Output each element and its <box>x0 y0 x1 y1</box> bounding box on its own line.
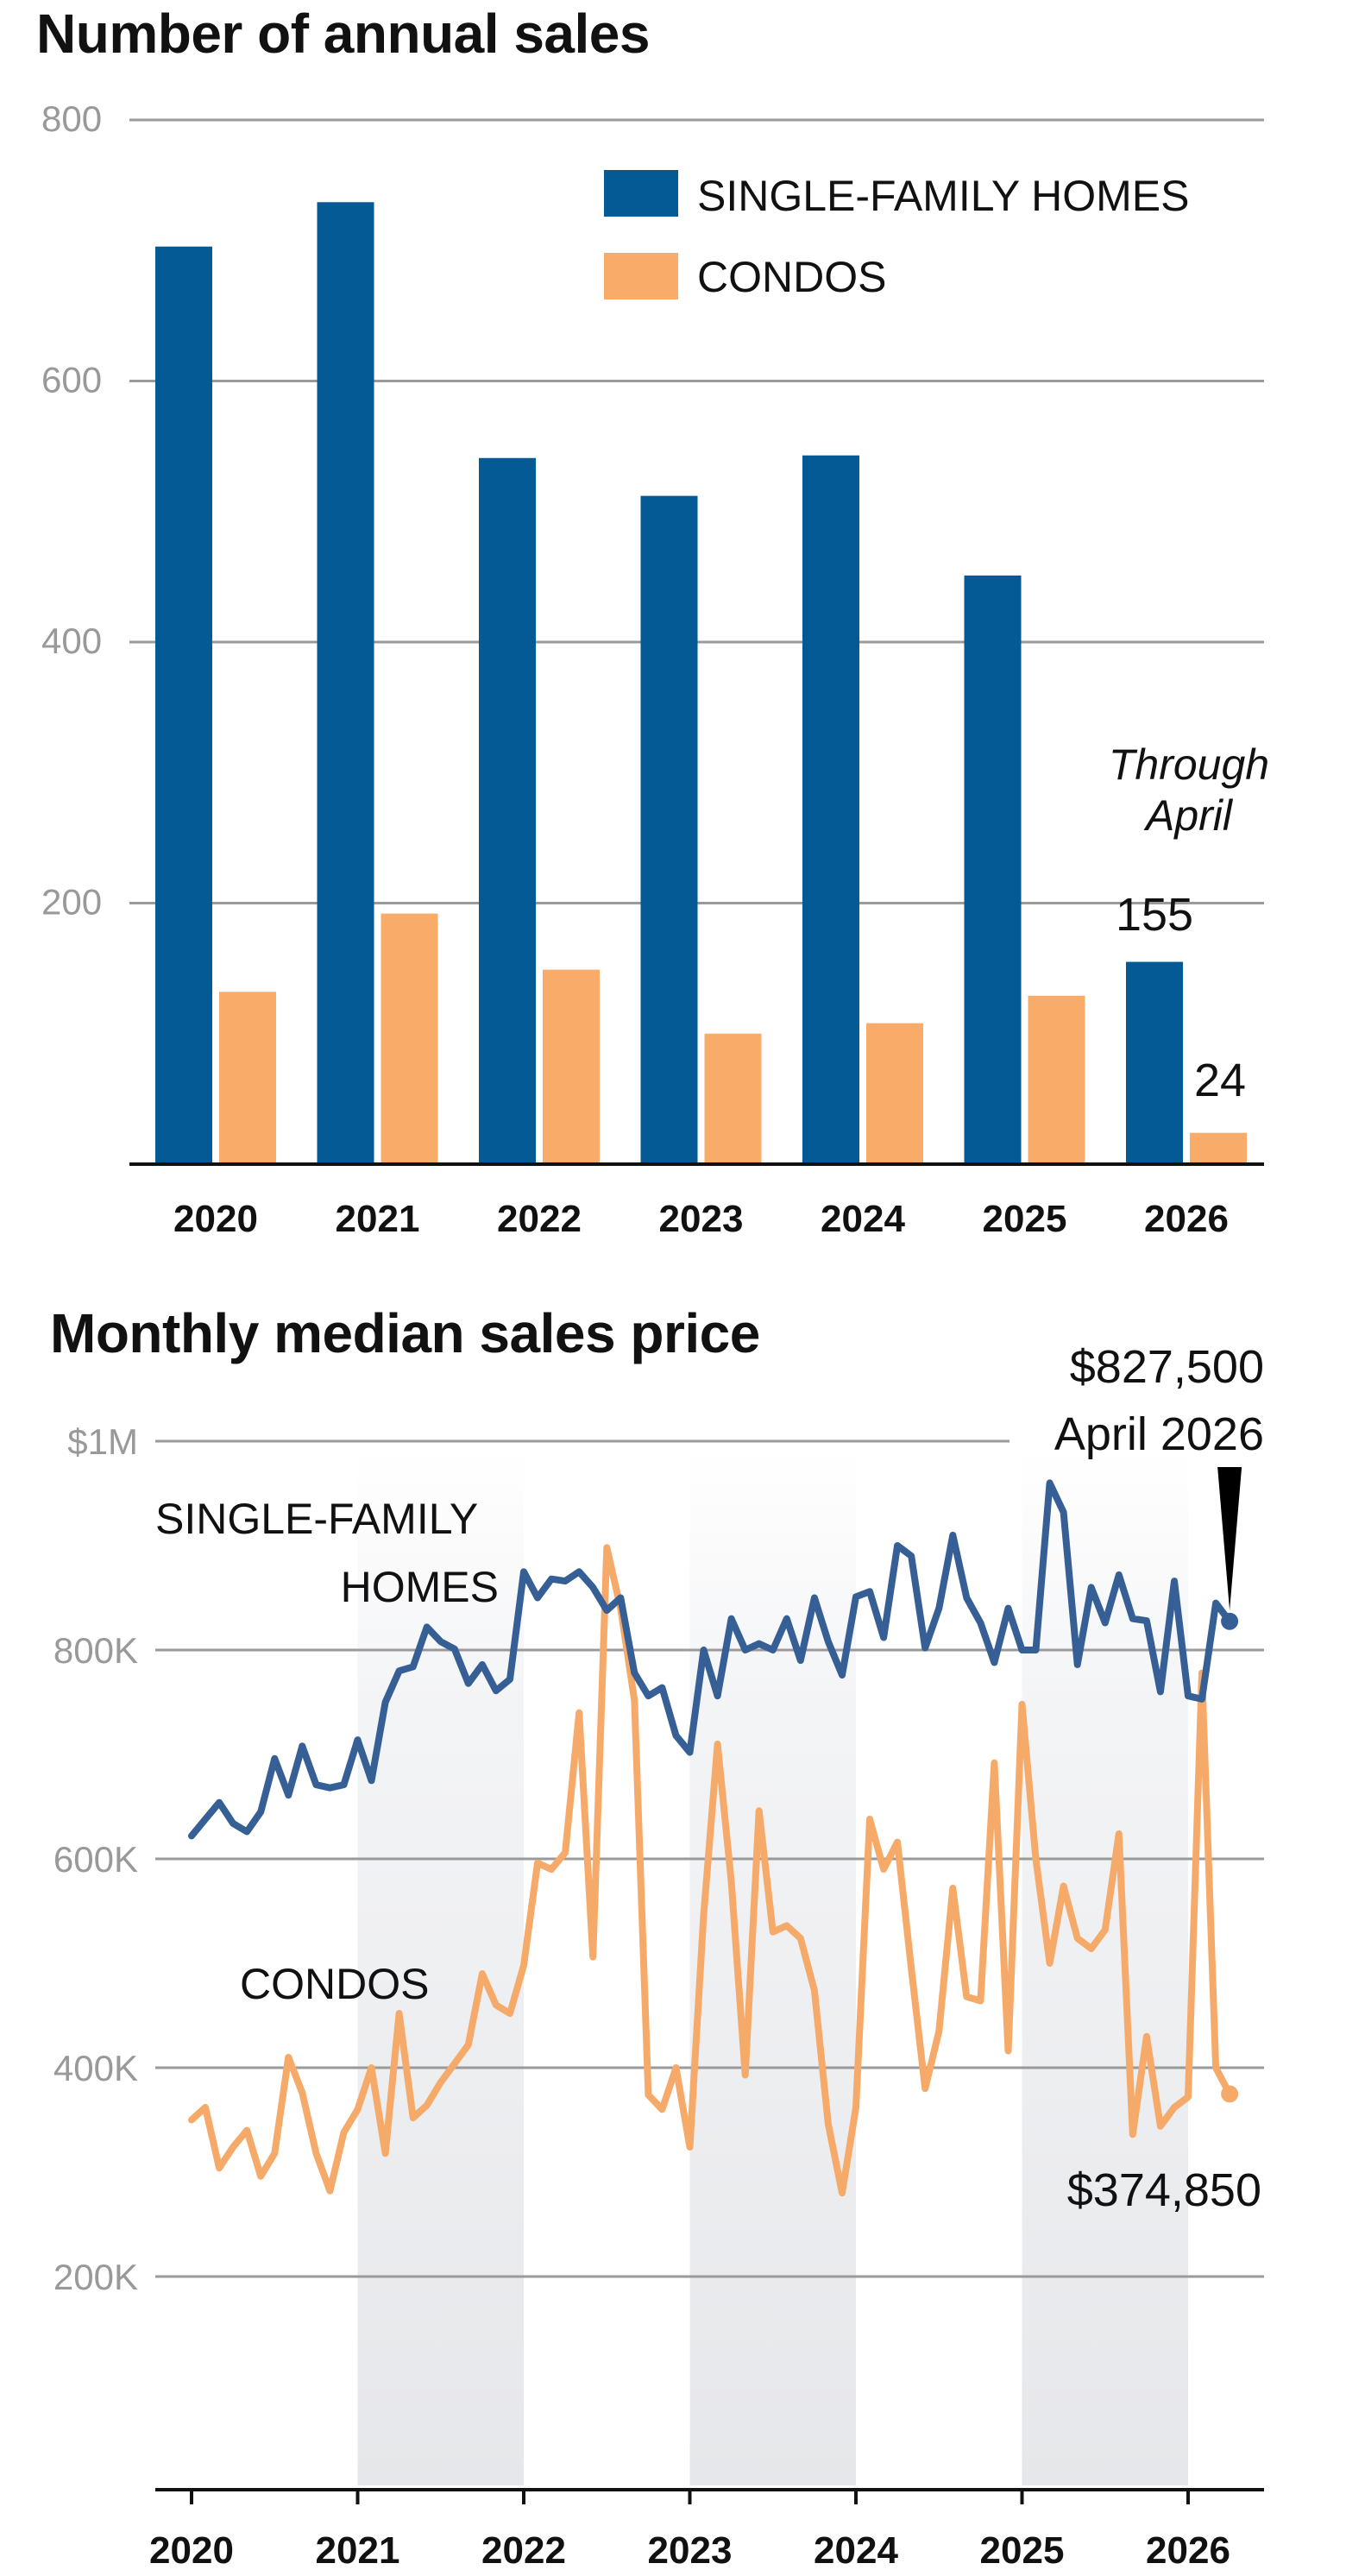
x-tick-label-2025: 2025 <box>980 2529 1065 2572</box>
x-tick-label-2024: 2024 <box>821 1198 905 1240</box>
y-tick-label-800k: 800K <box>53 1630 138 1671</box>
x-tick-label-2026: 2026 <box>1146 2529 1230 2572</box>
data-label-single-family-2026: 155 <box>1116 889 1193 941</box>
annual-chart-title: Number of annual sales <box>36 3 650 65</box>
y-tick-label-400: 400 <box>41 620 102 661</box>
series-line-condos <box>188 1544 1234 2197</box>
bar-condos-2026 <box>1190 1132 1247 1164</box>
shade-band-2023 <box>689 1450 856 2485</box>
endpoint-condos <box>1221 2085 1239 2103</box>
bar-condos-2024 <box>866 1023 923 1164</box>
data-label-condos-2026: 24 <box>1194 1055 1246 1106</box>
bar-condos-2020 <box>219 992 276 1164</box>
series-label-condos: CONDOS <box>240 1960 429 2008</box>
y-tick-label-1m: $1M <box>67 1421 138 1462</box>
bar-single-family-2020 <box>155 246 212 1164</box>
endpoint-single-family <box>1221 1612 1239 1630</box>
bar-single-family-2021 <box>317 202 374 1165</box>
bar-single-family-2025 <box>964 575 1022 1164</box>
shade-band-2025 <box>1022 1450 1188 2485</box>
series-label-single-family-line1: SINGLE-FAMILY <box>155 1495 478 1543</box>
bar-single-family-2024 <box>802 455 859 1164</box>
x-tick-label-2022: 2022 <box>481 2529 566 2572</box>
annotation-april-2026: April 2026 <box>1054 1408 1264 1460</box>
bar-condos-2022 <box>543 969 600 1164</box>
x-tick-label-2026: 2026 <box>1144 1198 1229 1240</box>
x-tick-label-2021: 2021 <box>336 1198 420 1240</box>
bar-condos-2023 <box>704 1033 762 1164</box>
y-tick-label-200: 200 <box>41 882 102 923</box>
annotation-single-family-value: $827,500 <box>1070 1341 1264 1393</box>
x-tick-label-2022: 2022 <box>497 1198 582 1240</box>
annotation-april: April <box>1143 791 1234 840</box>
series-label-single-family-line2: HOMES <box>341 1563 499 1611</box>
x-tick-label-2023: 2023 <box>648 2529 733 2572</box>
x-tick-label-2021: 2021 <box>316 2529 400 2572</box>
x-tick-label-2020: 2020 <box>173 1198 258 1240</box>
legend-swatch-condos <box>604 253 678 299</box>
annotation-through: Through <box>1109 740 1269 789</box>
bar-single-family-2023 <box>640 495 698 1164</box>
annotation-condo-value: $374,850 <box>1067 2164 1261 2216</box>
series-line-single-family <box>188 1479 1234 1840</box>
y-tick-label-600: 600 <box>41 360 102 400</box>
bar-single-family-2026 <box>1126 961 1183 1164</box>
monthly-chart-title: Monthly median sales price <box>50 1302 760 1364</box>
x-tick-label-2023: 2023 <box>659 1198 744 1240</box>
annual-sales-bar-chart: 200 400 600 800 2020 2021 2022 2023 2024 2025 2026… <box>41 98 1269 1240</box>
bar-condos-2025 <box>1028 995 1085 1164</box>
y-tick-label-800: 800 <box>41 98 102 139</box>
x-tick-label-2020: 2020 <box>149 2529 234 2572</box>
shade-band-2021 <box>357 1450 524 2485</box>
x-tick-label-2024: 2024 <box>814 2529 898 2572</box>
pointer-arrow <box>1217 1467 1242 1610</box>
y-tick-label-200k: 200K <box>53 2257 138 2297</box>
bar-condos-2021 <box>381 913 438 1164</box>
bar-single-family-2022 <box>479 457 536 1164</box>
y-tick-label-600k: 600K <box>53 1839 138 1880</box>
legend-label-single-family: SINGLE-FAMILY HOMES <box>697 172 1190 220</box>
x-tick-label-2025: 2025 <box>983 1198 1067 1240</box>
y-tick-label-400k: 400K <box>53 2048 138 2088</box>
legend-label-condos: CONDOS <box>697 253 886 301</box>
legend-swatch-single-family <box>604 170 678 217</box>
